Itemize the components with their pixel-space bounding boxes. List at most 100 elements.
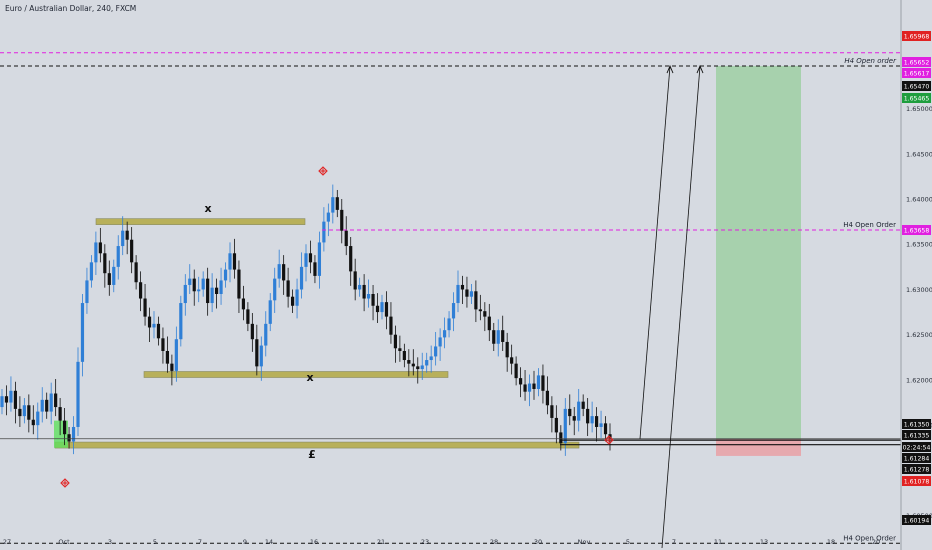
price-tag-text: 02:24:54: [903, 445, 931, 452]
time-axis[interactable]: 27 Oct 3 5 7 9 14 16 21 23 28 30 Nov 5 7 11 13 18 20: [3, 538, 880, 546]
pound-marker: £: [308, 448, 316, 461]
candle-body: [4, 396, 9, 403]
candle-body: [112, 266, 116, 285]
annotation-label: H4 Open Order: [843, 221, 896, 229]
candle-body: [277, 264, 281, 279]
candle-body: [492, 330, 496, 344]
price-tag-bg: [902, 57, 931, 67]
price-tag: 1.60194: [902, 515, 931, 525]
candle-body: [214, 287, 219, 294]
candle-body: [156, 323, 161, 339]
candle-body: [563, 408, 567, 444]
price-tag-bg: [902, 225, 931, 235]
price-tag-text: 1.61335: [904, 433, 930, 440]
candle-body: [465, 289, 469, 297]
candle-body: [58, 407, 62, 421]
price-tag-text: 1.65617: [904, 71, 930, 78]
chart-title: Euro / Australian Dollar, 240, FXCM: [5, 4, 137, 13]
price-tag-text: 1.65465: [904, 96, 930, 103]
high-marker: [318, 166, 328, 176]
zone-bar: [143, 371, 449, 378]
candle-body: [71, 426, 76, 442]
candle-body: [241, 298, 246, 310]
price-tag-bg: [902, 515, 931, 525]
price-tag-bg: [902, 464, 931, 474]
x-tick-label: 13: [760, 538, 768, 546]
candle-body: [290, 296, 295, 306]
price-tag: 1.61350: [902, 419, 931, 429]
markers: x x £: [60, 166, 614, 488]
candle-body: [375, 305, 380, 313]
candle-body: [152, 323, 156, 328]
price-tag: 1.65652: [902, 57, 931, 67]
x-tick-label: 23: [421, 538, 429, 546]
x-tick-label: 11: [714, 538, 722, 546]
candle-body: [170, 363, 174, 371]
price-tag-text: 1.61350: [904, 422, 930, 429]
candle-body: [94, 242, 98, 263]
candle-body: [223, 269, 228, 281]
low-marker: [60, 478, 70, 488]
x-tick-label: 7: [672, 538, 676, 546]
candle-body: [366, 293, 371, 299]
candle-body: [273, 278, 277, 301]
candle-body: [518, 378, 523, 385]
candle-body: [469, 291, 474, 297]
candle-body: [192, 278, 196, 292]
candle-body: [411, 363, 415, 367]
y-tick-label: 1.63500: [906, 241, 932, 249]
candle-body: [116, 246, 120, 267]
candle-body: [22, 405, 26, 417]
candle-body: [76, 361, 80, 427]
x-tick-label: 30: [534, 538, 542, 546]
candle-body: [510, 357, 514, 364]
candle-body: [0, 396, 4, 408]
candle-body: [340, 209, 344, 231]
candle-body: [98, 242, 102, 254]
candle-body: [501, 330, 505, 342]
candle-body: [9, 390, 13, 403]
candle-body: [586, 408, 590, 424]
candle-body: [384, 302, 389, 317]
candle-body: [420, 365, 424, 370]
candle-body: [550, 405, 554, 418]
price-tag-text: 1.61284: [904, 456, 930, 463]
arrow-line: [639, 66, 671, 439]
candle-body: [40, 399, 44, 412]
candle-body: [416, 366, 420, 370]
candle-body: [219, 280, 223, 294]
candle-body: [554, 417, 558, 433]
price-tag-bg: [902, 31, 931, 41]
candle-body: [447, 318, 451, 331]
candle-body: [197, 289, 201, 292]
candle-body: [487, 316, 491, 331]
price-tag-text: 1.61278: [904, 467, 930, 474]
zone-bar: [54, 441, 580, 449]
price-tag-bg: [902, 453, 931, 463]
candle-body: [371, 293, 375, 306]
candle-body: [264, 323, 268, 346]
price-tag: 1.61284: [902, 453, 931, 463]
price-tag-bg: [902, 442, 931, 452]
price-tag-text: 1.61078: [904, 479, 930, 486]
arrows: [639, 64, 704, 549]
candle-body: [67, 434, 71, 442]
annotation-label: H4 Open order: [844, 57, 897, 65]
candle-body: [286, 280, 290, 297]
arrow-head: [666, 64, 674, 74]
candle-body: [304, 253, 308, 267]
y-tick-label: 1.65000: [906, 105, 932, 113]
candle-body: [255, 339, 259, 367]
candle-body: [45, 399, 49, 412]
candle-body: [36, 411, 40, 426]
price-axis[interactable]: 1.65000 1.64500 1.64000 1.63500 1.63000 1.625…: [900, 0, 932, 550]
candle-body: [31, 419, 35, 426]
price-tag: 1.65968: [902, 31, 931, 41]
candle-body: [331, 197, 335, 213]
price-tag: 1.61078: [902, 476, 931, 486]
x-tick-label: 3: [108, 538, 112, 546]
candle-body: [389, 316, 393, 335]
candle-body: [85, 280, 89, 304]
candle-body: [451, 303, 456, 319]
